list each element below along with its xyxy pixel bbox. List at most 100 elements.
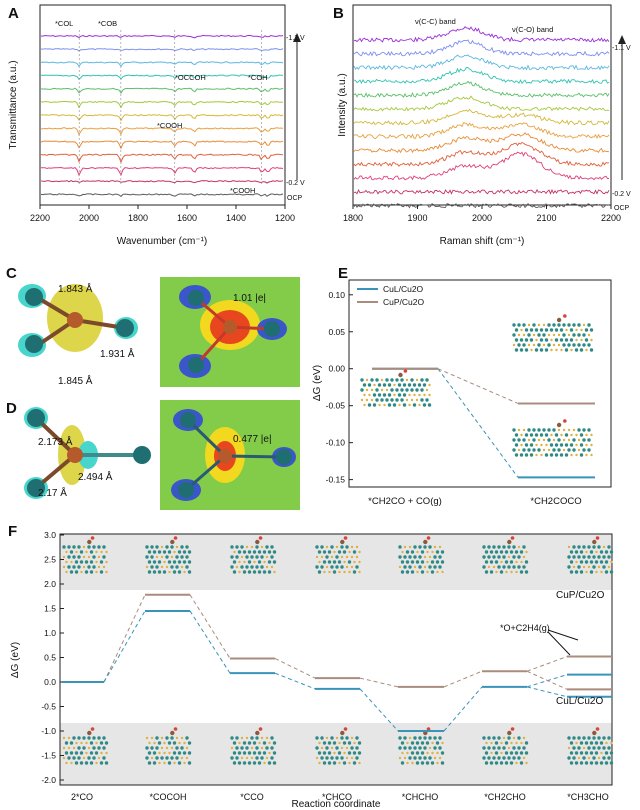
slab-atom [84, 560, 89, 564]
slab-atom [585, 443, 588, 447]
slab-atom [564, 433, 569, 437]
slab-atom [400, 570, 405, 574]
slab-atom [272, 560, 277, 564]
slab-atom [74, 761, 79, 765]
slab-atom [550, 338, 553, 342]
slab-atom [157, 560, 162, 564]
panel-a-xtick-label: 1200 [275, 213, 295, 223]
slab-atom [255, 746, 259, 750]
slab-atom [420, 378, 424, 382]
slab-atom [183, 570, 186, 574]
slab-atom [418, 756, 422, 760]
slab-atom [604, 550, 609, 554]
slab-atom [441, 741, 444, 745]
slab-atom [575, 443, 578, 447]
panel-b-trace [353, 80, 610, 99]
slab-atom [325, 545, 329, 549]
slab-atom [375, 378, 379, 382]
panel-f-connector [274, 658, 316, 679]
slab-atom [589, 348, 594, 352]
slab-atom [260, 555, 264, 559]
slab-atom [79, 550, 84, 554]
slab-atom [550, 433, 553, 437]
panel-e-ytick-label: 0.10 [328, 290, 345, 300]
slab-atom [519, 338, 524, 342]
panel-f-ytick-label: -0.5 [41, 702, 56, 712]
slab-atom [564, 338, 569, 342]
slab-atom [534, 328, 539, 332]
slab-atom [170, 565, 174, 569]
panel-a-arrowhead-icon [293, 33, 301, 42]
slab-atom [150, 756, 154, 760]
slab-atom [514, 751, 519, 755]
adsorbate-atom [90, 536, 95, 540]
slab-atom [564, 348, 569, 352]
slab-atom [403, 555, 407, 559]
slab-atom [545, 443, 548, 447]
slab-atom [340, 756, 344, 760]
slab-atom [94, 751, 99, 755]
slab-atom [607, 746, 611, 750]
slab-atom [345, 746, 349, 750]
slab-atom [365, 378, 369, 382]
panel-d-letter: D [6, 400, 17, 417]
slab-atom [413, 393, 416, 397]
slab-atom [165, 565, 169, 569]
slab-atom [597, 736, 601, 740]
panel-a-ann-coh: *COH [248, 73, 268, 82]
slab-atom [499, 550, 504, 554]
slab-atom [569, 741, 574, 745]
slab-atom [582, 333, 586, 337]
slab-atom [147, 751, 152, 755]
slab-atom [522, 323, 526, 327]
slab-atom [182, 550, 187, 554]
slab-atom [330, 555, 334, 559]
slab-atom [597, 555, 601, 559]
slab-atom [175, 746, 179, 750]
panel-e-xtick-1: *CH2CO + CO(g) [368, 496, 442, 507]
panel-f-connector [443, 686, 483, 732]
panel-f-slab-image-top [482, 536, 529, 574]
slab-atom [530, 348, 533, 352]
slab-atom [599, 741, 604, 745]
panel-e-connector [437, 368, 519, 404]
panel-e-ytick-label: 0.05 [328, 327, 345, 337]
slab-atom [352, 761, 357, 765]
panel-b-trace [353, 39, 610, 57]
slab-atom [74, 570, 79, 574]
slab-atom [265, 555, 269, 559]
slab-atom [69, 550, 74, 554]
slab-atom [412, 403, 417, 407]
slab-atom [413, 545, 417, 549]
slab-atom [180, 555, 184, 559]
slab-atom [592, 555, 596, 559]
slab-atom [165, 555, 169, 559]
slab-atom [499, 761, 504, 765]
slab-atom [352, 751, 357, 755]
slab-atom [335, 565, 339, 569]
slab-atom [587, 545, 591, 549]
slab-atom [180, 746, 184, 750]
slab-atom [74, 560, 79, 564]
slab-atom [357, 741, 362, 745]
slab-atom [367, 383, 372, 387]
panel-f-label-l: CuL/Cu2O [556, 696, 603, 707]
slab-atom [435, 741, 440, 745]
slab-atom [100, 751, 103, 755]
slab-atom [79, 560, 84, 564]
slab-atom [255, 756, 259, 760]
slab-atom [542, 448, 546, 452]
slab-atom [145, 545, 149, 549]
slab-atom [372, 403, 377, 407]
slab-atom [522, 746, 526, 750]
slab-atom [257, 751, 262, 755]
slab-atom [609, 751, 614, 755]
panel-f-connector [103, 610, 146, 683]
slab-atom [245, 746, 249, 750]
slab-atom [514, 550, 519, 554]
panel-f-ytick-label: -2.0 [41, 775, 56, 785]
slab-atom [182, 751, 187, 755]
slab-atom [387, 393, 392, 397]
slab-atom [512, 438, 516, 442]
slab-atom [420, 388, 424, 392]
